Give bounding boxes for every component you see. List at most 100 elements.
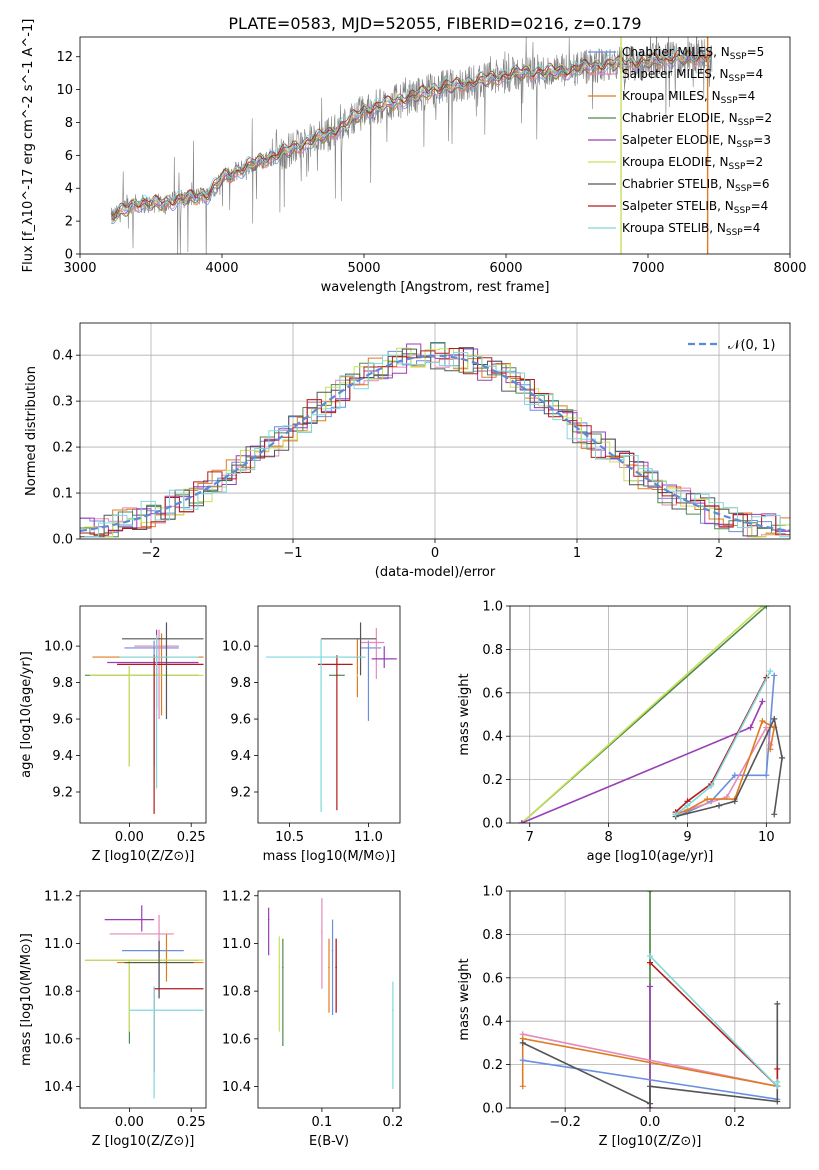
x-axis-label: (data-model)/error: [375, 565, 496, 580]
plot-area: [110, 37, 713, 254]
x-axis-label: wavelength [Angstrom, rest frame]: [321, 280, 550, 295]
weight-marker-chabrier_stelib: [771, 715, 778, 722]
weight-marker-chabrier_elodie: [763, 606, 770, 609]
weight-marker-salpeter_elodie: [747, 724, 754, 731]
point-kroupa_stelib: [155, 656, 158, 658]
legend-entry-salpeter_elodie: Salpeter ELODIE, NSSP=3: [622, 133, 771, 150]
weight-marker-salpeter_elodie: [759, 698, 766, 705]
axes-frame: [79, 605, 207, 824]
y-axis-label: mass weight: [457, 958, 472, 1040]
histogram-salpeter_stelib: [80, 348, 790, 536]
x-tick-label: 2: [715, 546, 723, 561]
y-tick-label: 0.3: [52, 395, 73, 410]
x-tick-label: 0.1: [312, 1115, 333, 1130]
chart-spectrum: 3000 4000 5000 6000 7000 8000 0 2 4 6 8 10 12 wavelen…: [21, 19, 807, 295]
weight-marker-kroupa_stelib: [708, 783, 715, 790]
point-salpeter_miles: [158, 933, 160, 935]
weight-marker-chabrier_stelib: [647, 1100, 653, 1107]
legend-value: =4: [751, 199, 769, 213]
y-tick-label: 9.4: [230, 749, 251, 764]
y-tick-label: 9.2: [52, 786, 73, 801]
weight-marker-kroupa_stelib: [767, 668, 774, 675]
point-kroupa_elodie: [128, 674, 131, 677]
y-tick-label: 10.8: [44, 985, 73, 1000]
x-tick-label: 7: [526, 830, 534, 845]
weight-marker-chabrier_stelib: [774, 1098, 781, 1105]
weight-marker-kroupa_elodie: [759, 606, 766, 609]
legend-label: Kroupa STELIB, N: [622, 221, 726, 235]
weight-line-chabrier_miles: [675, 675, 775, 818]
y-tick-label: 0.6: [482, 686, 503, 701]
weight-line-salpeter_elodie: [521, 701, 764, 823]
legend-sub: SSP: [721, 96, 738, 106]
y-tick-label: 1.0: [482, 600, 503, 615]
weight-marker-kroupa_stelib: [672, 811, 679, 818]
x-axis-label: mass [log10(M/M⊙)]: [263, 849, 396, 864]
x-tick-label: 0.0: [640, 1115, 661, 1130]
y-tick-label: 9.6: [230, 713, 251, 728]
point-chabrier_stelib: [359, 638, 362, 640]
axes-frame: [79, 890, 207, 1109]
y-tick-label: 4: [65, 182, 73, 197]
plot-area: [84, 622, 204, 814]
x-tick-label: −1: [283, 546, 302, 561]
weight-line-kroupa_stelib: [675, 670, 772, 815]
y-tick-label: 12: [56, 50, 73, 65]
x-tick-label: 0.25: [177, 830, 206, 845]
axes-frame: [79, 36, 791, 255]
weight-marker-kroupa_miles: [519, 1083, 526, 1090]
point-salpeter_elodie: [383, 658, 386, 660]
weight-line-kroupa_miles: [675, 719, 776, 816]
legend-value: =3: [753, 133, 771, 147]
axes-frame: [509, 890, 791, 1109]
y-tick-label: 9.8: [52, 676, 73, 691]
weight-marker-salpeter_elodie: [647, 983, 653, 990]
axes-frame: [257, 605, 401, 824]
weight-marker-kroupa_miles: [759, 718, 766, 725]
y-tick-label: 9.4: [52, 749, 73, 764]
x-tick-label: 7000: [631, 261, 664, 276]
legend-value: =4: [738, 89, 756, 103]
x-tick-label: 9: [683, 830, 691, 845]
histogram-chabrier_stelib: [80, 347, 786, 538]
point-chabrier_elodie: [282, 966, 284, 969]
normal-curve: [80, 354, 790, 532]
y-axis-label: age [log10(age/yr)]: [19, 651, 34, 778]
legend-entry-kroupa_miles: Kroupa MILES, NSSP=4: [622, 89, 755, 106]
legend-label-normal: 𝒩(0, 1): [728, 338, 775, 353]
legend-sub: SSP: [730, 52, 747, 62]
point-kroupa_elodie: [128, 959, 131, 961]
weight-marker-chabrier_stelib: [731, 798, 738, 805]
point-salpeter_stelib: [335, 966, 337, 969]
y-tick-label: 0.8: [482, 643, 503, 658]
y-tick-label: 10.8: [222, 985, 251, 1000]
legend-value: =6: [752, 177, 770, 191]
weight-marker-chabrier_stelib: [519, 1039, 526, 1046]
model-spectrum-salpeter_stelib: [111, 49, 712, 216]
y-tick-label: 10: [56, 83, 73, 98]
legend-value: =4: [743, 221, 761, 235]
legend-label: Salpeter STELIB, N: [622, 199, 734, 213]
x-tick-label: 5000: [347, 261, 380, 276]
y-tick-label: 0.4: [482, 1015, 503, 1030]
point-salpeter_stelib: [153, 663, 155, 666]
weight-line-chabrier_stelib: [675, 716, 783, 818]
legend-label: Chabrier MILES, N: [622, 45, 730, 59]
legend-entry-chabrier_stelib: Chabrier STELIB, NSSP=6: [622, 177, 770, 194]
point-chabrier_miles: [331, 949, 334, 952]
point-kroupa_stelib: [320, 656, 322, 658]
weight-marker-chabrier_stelib: [716, 802, 723, 809]
y-tick-label: 10.0: [222, 640, 251, 655]
x-tick-label: 11.0: [354, 830, 383, 845]
x-tick-label: 4000: [205, 261, 238, 276]
histogram-kroupa_elodie: [84, 347, 790, 538]
legend-sub: SSP: [729, 162, 746, 172]
point-chabrier_miles: [153, 647, 155, 649]
chart-mass-weight-vs-z: −0.2 0.0 0.2 0.0 0.2 0.4 0.6 0.8 1.0 Z [log10(Z/Z…: [457, 885, 791, 1149]
y-tick-label: 6: [65, 149, 73, 164]
x-tick-label: −2: [141, 546, 160, 561]
point-kroupa_stelib: [392, 1009, 394, 1012]
x-tick-label: 0.2: [725, 1115, 746, 1130]
x-tick-label: 1: [573, 546, 581, 561]
